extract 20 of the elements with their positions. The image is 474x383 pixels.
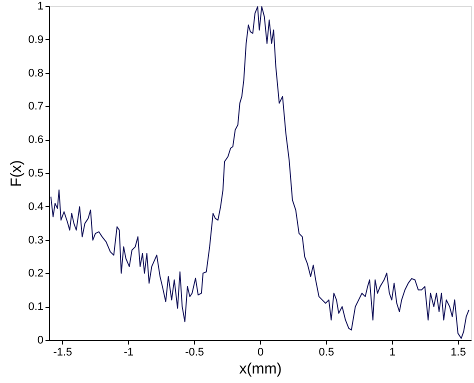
y-tick-label: 0.6 (28, 134, 44, 146)
y-tick-label: 0.2 (28, 268, 44, 280)
y-axis-title: F(x) (8, 160, 26, 187)
y-tick-label: 0.4 (28, 200, 44, 213)
y-tick-label: 0 (37, 334, 44, 346)
y-tick-label: 0.7 (28, 100, 44, 113)
x-tick-label: -0.5 (185, 346, 204, 358)
y-tick-label: 0.9 (28, 34, 44, 46)
y-tick-label: 0.3 (28, 234, 44, 246)
x-tick-label: 0 (257, 346, 264, 358)
x-tick-label: -1.5 (53, 346, 72, 358)
y-tick-label: 0.5 (28, 168, 44, 180)
x-tick-label: 1.5 (450, 346, 466, 358)
y-tick-label: 1 (37, 0, 44, 12)
y-tick-label: 0.1 (28, 301, 44, 314)
y-tick-label: 0.8 (28, 67, 44, 80)
x-tick-label: 0.5 (318, 346, 334, 358)
x-tick-label: 1 (389, 346, 396, 358)
x-tick-label: -1 (124, 346, 134, 358)
x-axis-title: x(mm) (239, 360, 282, 378)
